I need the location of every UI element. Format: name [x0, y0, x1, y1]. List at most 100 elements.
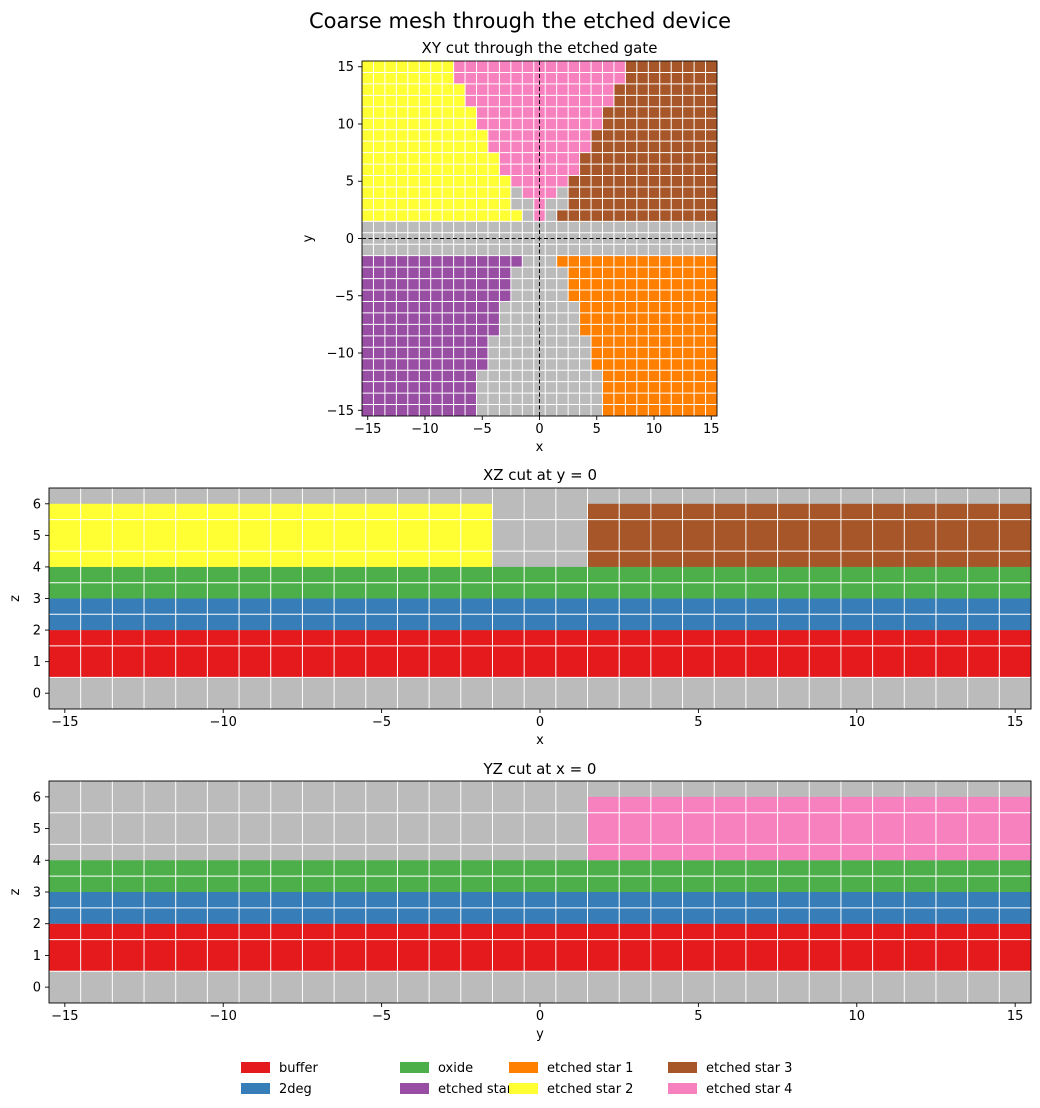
xy-cell: [625, 72, 637, 84]
xy-cell: [694, 141, 706, 153]
xy-cell: [396, 404, 408, 416]
xy-cell: [636, 209, 649, 222]
xy-cell: [419, 186, 431, 199]
xy-cell: [373, 152, 385, 165]
xy-cell: [465, 347, 477, 359]
xy-cell: [499, 141, 511, 153]
xy-cell: [636, 335, 649, 348]
xy-cell: [476, 209, 488, 222]
xy-cell: [591, 335, 603, 348]
xy-cell: [625, 335, 637, 348]
xy-cell: [476, 186, 488, 199]
xy-cell: [396, 129, 408, 142]
xy-cell: [602, 324, 614, 336]
xy-cell: [453, 164, 466, 176]
xy-cell: [602, 72, 614, 84]
xy-cell: [671, 129, 683, 142]
xy-cell: [510, 83, 523, 96]
xy-cell: [648, 381, 660, 394]
xy-cell: [556, 129, 569, 142]
xy-cell: [465, 118, 477, 130]
xy-cell: [545, 61, 557, 73]
xy-cell: [694, 358, 706, 371]
xy-cell: [648, 198, 660, 210]
xy-cell: [407, 106, 420, 119]
xy-cell: [407, 393, 420, 405]
xy-cell: [396, 358, 408, 371]
xy-cell: [396, 335, 408, 348]
xy-cell: [682, 95, 695, 107]
xy-cell: [476, 290, 488, 302]
xy-cell: [430, 301, 443, 313]
xy-cell: [636, 324, 649, 336]
xy-cell: [453, 83, 466, 96]
xy-cell: [648, 278, 660, 291]
yz-xtick-label: 5: [694, 1009, 702, 1024]
xy-cell: [579, 106, 592, 119]
xy-cell: [419, 312, 431, 325]
xy-cell: [384, 141, 397, 153]
xy-cell: [556, 141, 569, 153]
xy-cell: [636, 301, 649, 313]
xy-cell: [591, 278, 603, 291]
xy-cell: [430, 152, 443, 165]
xy-cell: [602, 381, 614, 394]
xy-cell: [613, 106, 626, 119]
xy-cell: [579, 164, 592, 176]
xy-cell: [407, 324, 420, 336]
xy-cell: [694, 209, 706, 222]
xz-xtick-label: −10: [210, 715, 237, 730]
xy-cell: [671, 164, 683, 176]
xy-cell: [602, 175, 614, 187]
xy-cell: [396, 393, 408, 405]
xy-cell: [396, 312, 408, 325]
xy-cell: [407, 118, 420, 130]
xy-cell: [453, 129, 466, 142]
xy-cell: [671, 347, 683, 359]
xy-cell: [499, 198, 511, 210]
xy-cell: [499, 278, 511, 291]
xy-xtick-label: −10: [411, 422, 438, 437]
xy-cell: [419, 358, 431, 371]
xy-cell: [384, 381, 397, 394]
xy-cell: [568, 198, 580, 210]
xy-cell: [453, 358, 466, 371]
xy-cell: [384, 290, 397, 302]
xy-cell: [419, 198, 431, 210]
xy-cell: [453, 61, 466, 73]
xy-cell: [671, 335, 683, 348]
xy-cell: [453, 72, 466, 84]
xy-cell: [648, 347, 660, 359]
xy-cell: [579, 312, 592, 325]
xy-cell: [591, 186, 603, 199]
xy-cell: [613, 141, 626, 153]
xy-cell: [579, 290, 592, 302]
xy-cell: [625, 370, 637, 382]
xy-cell: [384, 61, 397, 73]
xy-cell: [522, 106, 534, 119]
xy-cell: [373, 186, 385, 199]
xy-cell: [419, 335, 431, 348]
xy-cell: [499, 95, 511, 107]
xy-cell: [613, 186, 626, 199]
xy-cell: [396, 209, 408, 222]
xy-cell: [373, 381, 385, 394]
xy-cell: [407, 141, 420, 153]
xy-cell: [568, 278, 580, 291]
xy-cell: [659, 61, 672, 73]
xy-cell: [602, 209, 614, 222]
xy-cell: [705, 347, 717, 359]
xy-cell: [694, 370, 706, 382]
xy-ytick-label: 15: [337, 60, 354, 75]
xy-cell: [373, 175, 385, 187]
yz-ytick-label: 4: [33, 854, 41, 869]
xy-cell: [613, 118, 626, 130]
xy-cell: [419, 164, 431, 176]
xy-cell: [430, 83, 443, 96]
xy-cell: [487, 324, 500, 336]
xy-cell: [465, 175, 477, 187]
xy-cell: [384, 370, 397, 382]
xy-cell: [465, 370, 477, 382]
xy-cell: [694, 301, 706, 313]
legend-item-oxide: oxide: [400, 1061, 473, 1076]
